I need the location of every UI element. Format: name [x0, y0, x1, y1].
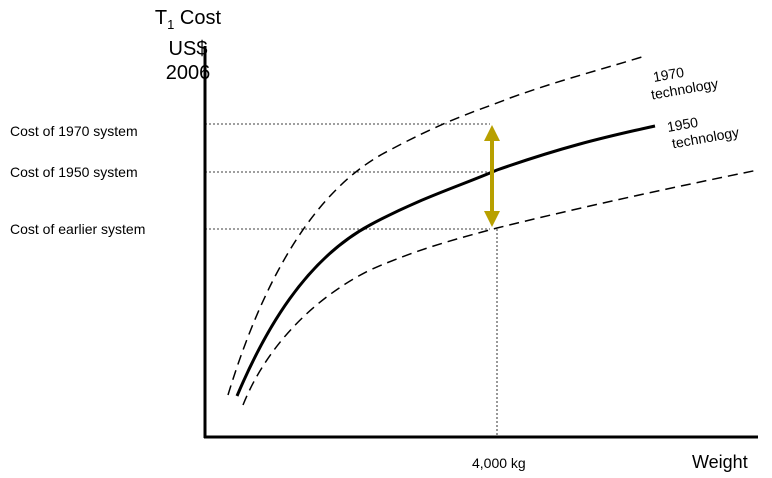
x-tick-4000kg: 4,000 kg	[472, 455, 526, 471]
curve-1950-technology	[235, 124, 656, 397]
x-axis-label: Weight	[692, 452, 748, 472]
label-1950-technology: 1950 technology	[666, 107, 740, 152]
label-cost-1950: Cost of 1950 system	[10, 164, 138, 180]
label-cost-earlier: Cost of earlier system	[10, 221, 146, 237]
curve-earlier-technology	[242, 169, 759, 406]
curve-1970-technology	[227, 55, 646, 396]
label-cost-1970: Cost of 1970 system	[10, 123, 138, 139]
label-1970-technology: 1970 technology	[647, 58, 719, 102]
y-axis-label: T1 Cost US$ 2006	[154, 7, 222, 84]
